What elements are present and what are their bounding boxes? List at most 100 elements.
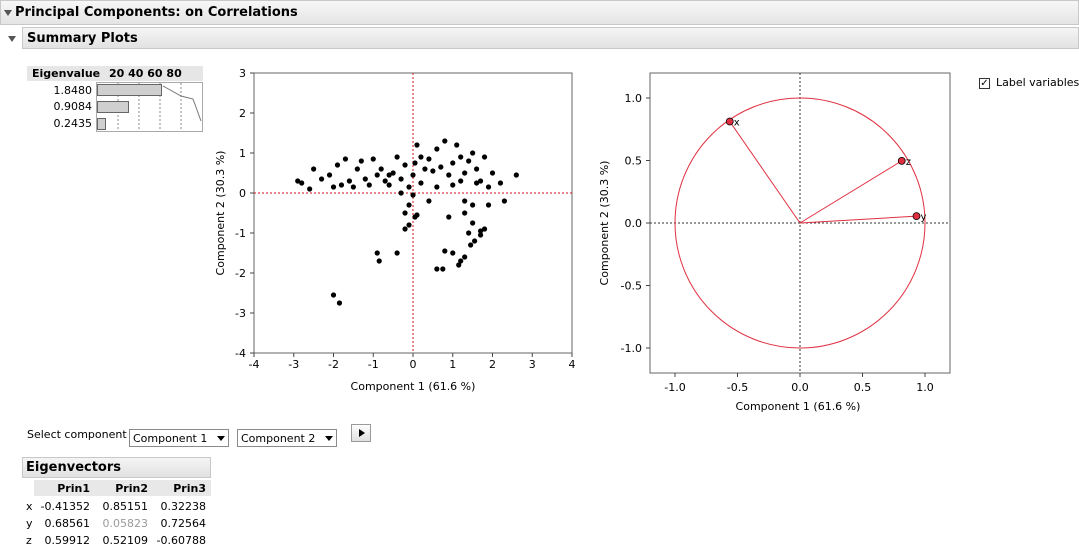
score-point[interactable] xyxy=(466,158,472,164)
score-point[interactable] xyxy=(394,154,400,160)
score-point[interactable] xyxy=(382,178,388,184)
score-point[interactable] xyxy=(442,248,448,254)
summary-plots-header[interactable]: Summary Plots xyxy=(8,27,1079,49)
label-variables-checkbox[interactable]: ✓ xyxy=(979,78,990,89)
score-point[interactable] xyxy=(362,176,368,182)
score-point[interactable] xyxy=(462,254,468,260)
score-point[interactable] xyxy=(386,182,392,188)
score-point[interactable] xyxy=(299,180,305,186)
score-point[interactable] xyxy=(477,228,484,234)
score-point[interactable] xyxy=(446,172,452,178)
score-point[interactable] xyxy=(426,156,432,162)
score-point[interactable] xyxy=(450,250,456,256)
score-point[interactable] xyxy=(374,172,380,178)
score-point[interactable] xyxy=(406,222,412,228)
score-point[interactable] xyxy=(481,226,488,232)
score-point[interactable] xyxy=(430,168,436,174)
score-point[interactable] xyxy=(390,170,396,176)
score-point[interactable] xyxy=(378,166,384,172)
score-point[interactable] xyxy=(462,170,468,176)
score-point[interactable] xyxy=(497,180,504,186)
score-point[interactable] xyxy=(350,184,356,190)
score-point[interactable] xyxy=(468,242,474,248)
score-point[interactable] xyxy=(489,170,496,176)
score-point[interactable] xyxy=(477,232,484,238)
score-point[interactable] xyxy=(450,160,456,166)
score-point[interactable] xyxy=(386,172,392,178)
score-point[interactable] xyxy=(450,182,456,188)
score-point[interactable] xyxy=(501,198,508,204)
score-point[interactable] xyxy=(330,184,337,190)
score-point[interactable] xyxy=(458,154,464,160)
eigenvectors-header[interactable]: Eigenvectors xyxy=(22,457,211,478)
score-point[interactable] xyxy=(398,176,404,182)
score-point[interactable] xyxy=(295,178,301,184)
score-point[interactable] xyxy=(402,210,408,216)
score-point[interactable] xyxy=(434,146,440,152)
chevron-down-icon[interactable] xyxy=(217,436,225,441)
score-point[interactable] xyxy=(402,162,408,168)
score-point[interactable] xyxy=(472,238,478,244)
score-point[interactable] xyxy=(466,230,472,236)
score-point[interactable] xyxy=(513,172,519,178)
score-point[interactable] xyxy=(410,172,416,178)
score-point[interactable] xyxy=(462,210,468,216)
score-point[interactable] xyxy=(410,192,416,198)
score-point[interactable] xyxy=(418,154,424,160)
score-point[interactable] xyxy=(470,150,476,156)
score-point[interactable] xyxy=(470,220,476,226)
score-point[interactable] xyxy=(426,198,432,204)
score-point[interactable] xyxy=(440,266,446,272)
score-point[interactable] xyxy=(470,202,476,208)
score-point[interactable] xyxy=(456,262,462,268)
chevron-down-icon[interactable] xyxy=(325,436,333,441)
score-point[interactable] xyxy=(334,162,341,168)
score-point[interactable] xyxy=(434,266,440,272)
score-point[interactable] xyxy=(318,176,325,182)
score-point[interactable] xyxy=(311,166,317,172)
apply-components-button[interactable] xyxy=(351,424,371,442)
score-point[interactable] xyxy=(485,202,492,208)
score-point[interactable] xyxy=(402,226,408,232)
loading-plot[interactable]: -1.0 -0.5 0.0 0.5 1.0 1.0 0.5 0.0 -0.5 -1.0 x z y C… xyxy=(596,66,956,416)
score-point[interactable] xyxy=(481,154,488,160)
score-point[interactable] xyxy=(376,258,382,264)
score-point[interactable] xyxy=(418,180,424,186)
score-point[interactable] xyxy=(414,212,420,218)
score-point[interactable] xyxy=(342,156,349,162)
score-point[interactable] xyxy=(412,160,418,166)
score-point[interactable] xyxy=(374,250,380,256)
score-point[interactable] xyxy=(454,142,460,148)
score-point[interactable] xyxy=(477,178,484,184)
score-point[interactable] xyxy=(462,198,468,204)
loading-point[interactable] xyxy=(897,156,906,165)
score-point[interactable] xyxy=(458,178,464,184)
loading-point[interactable] xyxy=(912,212,921,221)
component-y-select[interactable]: Component 2 xyxy=(237,429,337,447)
score-point[interactable] xyxy=(398,190,404,196)
score-point[interactable] xyxy=(336,300,343,306)
score-point[interactable] xyxy=(446,214,452,220)
score-point[interactable] xyxy=(326,172,333,178)
loading-point[interactable] xyxy=(725,117,734,126)
score-point[interactable] xyxy=(346,178,352,184)
score-point[interactable] xyxy=(330,292,337,298)
component-x-select[interactable]: Component 1 xyxy=(129,429,229,447)
score-point[interactable] xyxy=(458,258,464,264)
score-point[interactable] xyxy=(338,182,345,188)
score-point[interactable] xyxy=(442,138,448,144)
score-point[interactable] xyxy=(354,166,360,172)
score-point[interactable] xyxy=(485,184,492,190)
score-point[interactable] xyxy=(358,158,364,164)
score-point[interactable] xyxy=(394,250,400,256)
score-point[interactable] xyxy=(414,142,420,148)
score-point[interactable] xyxy=(406,202,412,208)
label-variables-label[interactable]: Label variables xyxy=(996,76,1079,89)
score-plot[interactable]: -4 -3 -2 -1 0 1 2 3 4 3 2 1 0 -1 -2 -3 -4 Component 1 (6… xyxy=(212,66,580,396)
score-point[interactable] xyxy=(438,164,444,170)
score-point[interactable] xyxy=(366,182,372,188)
score-point[interactable] xyxy=(307,186,313,192)
score-point[interactable] xyxy=(474,180,480,186)
collapse-triangle-icon[interactable] xyxy=(4,10,12,16)
score-point[interactable] xyxy=(422,166,428,172)
